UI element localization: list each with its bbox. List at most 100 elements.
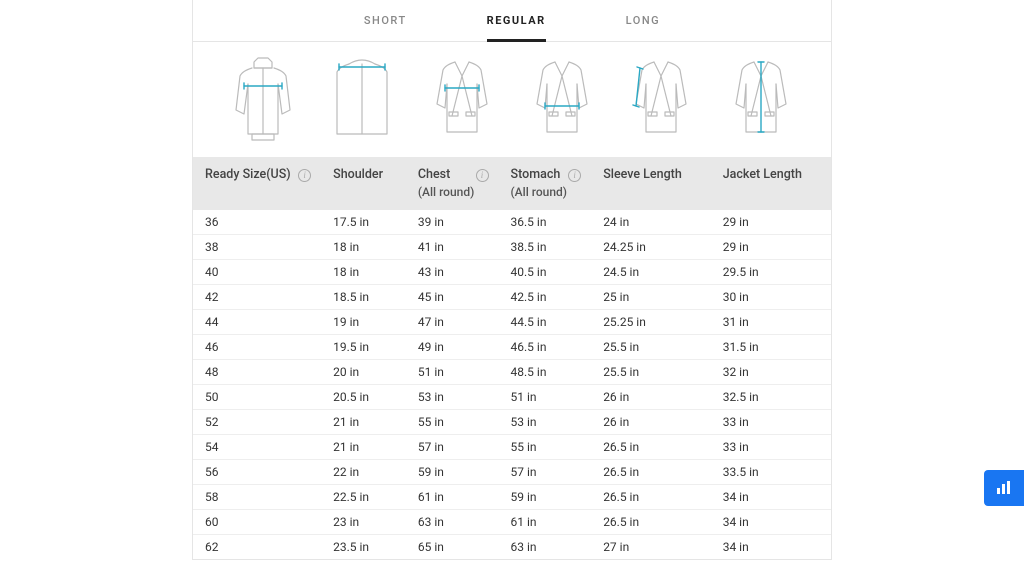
- table-cell: 29 in: [711, 235, 831, 260]
- table-row: 4218.5 in45 in42.5 in25 in30 in: [193, 285, 831, 310]
- table-cell: 42: [193, 285, 321, 310]
- table-row: 4619.5 in49 in46.5 in25.5 in31.5 in: [193, 335, 831, 360]
- table-cell: 18 in: [321, 260, 406, 285]
- column-header-sublabel: (All round): [511, 184, 584, 200]
- table-cell: 50: [193, 385, 321, 410]
- diagram-shoulder: [313, 50, 413, 145]
- table-cell: 56: [193, 460, 321, 485]
- table-cell: 23.5 in: [321, 535, 406, 560]
- table-cell: 20 in: [321, 360, 406, 385]
- table-cell: 33.5 in: [711, 460, 831, 485]
- column-header-sublabel: (All round): [418, 184, 491, 200]
- table-cell: 23 in: [321, 510, 406, 535]
- analytics-float-button[interactable]: [984, 470, 1024, 506]
- table-cell: 49 in: [406, 335, 499, 360]
- table-cell: 61 in: [499, 510, 592, 535]
- table-cell: 41 in: [406, 235, 499, 260]
- bar-chart-icon: [995, 479, 1013, 497]
- table-cell: 51 in: [499, 385, 592, 410]
- table-row: 5822.5 in61 in59 in26.5 in34 in: [193, 485, 831, 510]
- table-cell: 27 in: [591, 535, 711, 560]
- table-row: 6223.5 in65 in63 in27 in34 in: [193, 535, 831, 560]
- table-cell: 24.25 in: [591, 235, 711, 260]
- table-cell: 26.5 in: [591, 435, 711, 460]
- table-cell: 21 in: [321, 435, 406, 460]
- column-header: Shoulder: [321, 157, 406, 210]
- table-row: 5221 in55 in53 in26 in33 in: [193, 410, 831, 435]
- tab-short[interactable]: SHORT: [364, 14, 407, 41]
- table-cell: 32.5 in: [711, 385, 831, 410]
- table-cell: 33 in: [711, 410, 831, 435]
- table-cell: 25 in: [591, 285, 711, 310]
- table-row: 5020.5 in53 in51 in26 in32.5 in: [193, 385, 831, 410]
- table-cell: 24 in: [591, 210, 711, 235]
- table-cell: 54: [193, 435, 321, 460]
- info-icon[interactable]: i: [476, 169, 489, 182]
- table-cell: 21 in: [321, 410, 406, 435]
- info-icon[interactable]: i: [568, 169, 581, 182]
- column-header: Ready Size(US)i: [193, 157, 321, 210]
- table-cell: 25.25 in: [591, 310, 711, 335]
- measurement-diagrams: [193, 42, 831, 157]
- diagram-jacket-length: [711, 50, 811, 145]
- diagram-stomach: [512, 50, 612, 145]
- table-cell: 18 in: [321, 235, 406, 260]
- table-row: 3617.5 in39 in36.5 in24 in29 in: [193, 210, 831, 235]
- table-cell: 38.5 in: [499, 235, 592, 260]
- tab-long[interactable]: LONG: [626, 14, 660, 41]
- table-cell: 44: [193, 310, 321, 335]
- table-cell: 26.5 in: [591, 510, 711, 535]
- table-cell: 38: [193, 235, 321, 260]
- table-cell: 33 in: [711, 435, 831, 460]
- column-header-label: Shoulder: [333, 167, 383, 182]
- table-row: 4018 in43 in40.5 in24.5 in29.5 in: [193, 260, 831, 285]
- table-row: 4419 in47 in44.5 in25.25 in31 in: [193, 310, 831, 335]
- table-row: 6023 in63 in61 in26.5 in34 in: [193, 510, 831, 535]
- table-cell: 39 in: [406, 210, 499, 235]
- table-cell: 43 in: [406, 260, 499, 285]
- table-row: 3818 in41 in38.5 in24.25 in29 in: [193, 235, 831, 260]
- table-cell: 26.5 in: [591, 485, 711, 510]
- table-cell: 32 in: [711, 360, 831, 385]
- column-header-label: Sleeve Length: [603, 167, 682, 182]
- table-cell: 53 in: [499, 410, 592, 435]
- table-cell: 34 in: [711, 535, 831, 560]
- size-table: Ready Size(US)i Shoulder Chest (All round) i…: [193, 157, 831, 559]
- table-cell: 26 in: [591, 410, 711, 435]
- table-cell: 48.5 in: [499, 360, 592, 385]
- table-cell: 31.5 in: [711, 335, 831, 360]
- column-header: Stomach(All round)i: [499, 157, 592, 210]
- table-cell: 17.5 in: [321, 210, 406, 235]
- size-table-header: Ready Size(US)i Shoulder Chest (All round) i…: [193, 157, 831, 210]
- table-cell: 40.5 in: [499, 260, 592, 285]
- tab-regular[interactable]: REGULAR: [487, 14, 546, 42]
- table-cell: 19.5 in: [321, 335, 406, 360]
- table-cell: 26 in: [591, 385, 711, 410]
- table-cell: 30 in: [711, 285, 831, 310]
- table-cell: 47 in: [406, 310, 499, 335]
- diagram-ready-size: [213, 50, 313, 145]
- length-tabs: SHORT REGULAR LONG: [193, 0, 831, 42]
- table-cell: 59 in: [406, 460, 499, 485]
- table-cell: 22 in: [321, 460, 406, 485]
- table-cell: 34 in: [711, 510, 831, 535]
- table-cell: 63 in: [406, 510, 499, 535]
- table-cell: 46.5 in: [499, 335, 592, 360]
- table-cell: 25.5 in: [591, 360, 711, 385]
- table-row: 5622 in59 in57 in26.5 in33.5 in: [193, 460, 831, 485]
- table-cell: 51 in: [406, 360, 499, 385]
- table-row: 4820 in51 in48.5 in25.5 in32 in: [193, 360, 831, 385]
- table-cell: 19 in: [321, 310, 406, 335]
- table-cell: 22.5 in: [321, 485, 406, 510]
- table-cell: 20.5 in: [321, 385, 406, 410]
- table-cell: 55 in: [406, 410, 499, 435]
- table-cell: 36.5 in: [499, 210, 592, 235]
- info-icon[interactable]: i: [298, 169, 311, 182]
- column-header-label: Jacket Length: [723, 167, 802, 182]
- size-chart-panel: SHORT REGULAR LONG: [192, 0, 832, 560]
- diagram-sleeve-length: [612, 50, 712, 145]
- table-cell: 61 in: [406, 485, 499, 510]
- column-header-label: Chest: [418, 167, 450, 182]
- column-header: Jacket Length: [711, 157, 831, 210]
- column-header: Sleeve Length: [591, 157, 711, 210]
